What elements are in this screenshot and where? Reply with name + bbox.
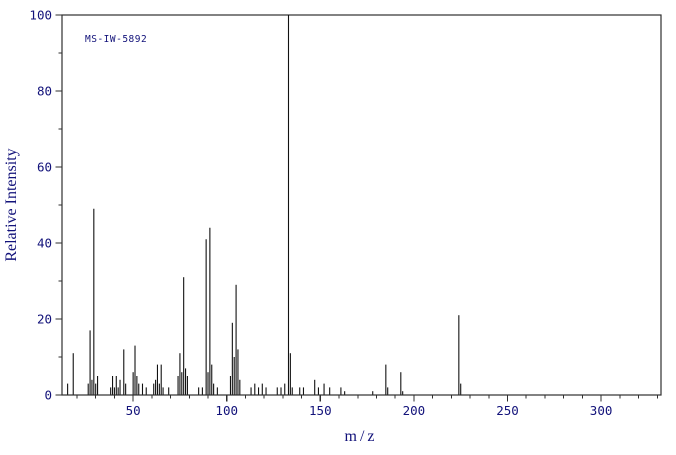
x-tick-label: 200 (403, 403, 426, 418)
y-tick-label: 40 (37, 236, 52, 251)
y-tick-label: 20 (37, 312, 52, 327)
y-tick-label: 80 (37, 84, 52, 99)
x-tick-label: 100 (215, 403, 238, 418)
x-tick-label: 250 (496, 403, 519, 418)
x-tick-label: 150 (309, 403, 332, 418)
x-tick-label: 300 (590, 403, 613, 418)
x-tick-label: 50 (126, 403, 141, 418)
spectrum-peaks (67, 15, 462, 395)
x-axis-title: m/z (345, 428, 378, 445)
y-tick-label: 0 (44, 388, 52, 403)
y-tick-label: 60 (37, 160, 52, 175)
axis-ticks (55, 14, 658, 402)
spectrum-id-label: MS-IW-5892 (85, 34, 147, 45)
y-axis-title: Relative Intensity (3, 148, 20, 261)
y-tick-label: 100 (29, 8, 52, 23)
plot-border (61, 14, 662, 396)
axis-tick-labels: 50 100 150 200 250 300 0 20 40 60 80 100 (29, 8, 612, 419)
